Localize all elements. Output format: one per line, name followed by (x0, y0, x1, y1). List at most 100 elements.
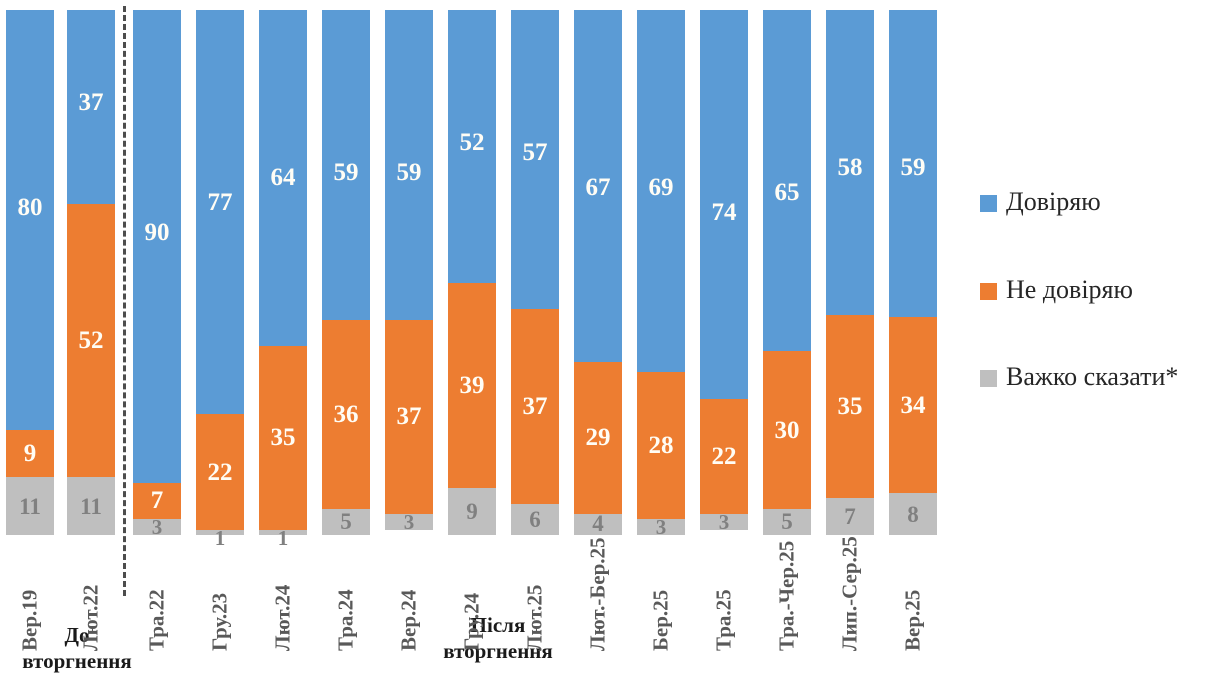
bar-value-label: 52 (78, 327, 104, 355)
legend-item-0[interactable]: Довіряю (980, 187, 1210, 217)
orange-square-icon (980, 282, 997, 300)
bar-Вер.25[interactable]: 59 34 8 (889, 10, 937, 535)
bar-value-label: 9 (23, 440, 37, 468)
bar-segment-gray: 3 (700, 512, 748, 533)
x-axis-tick-Лют.-Бер.25: Лют.-Бер.25 (574, 537, 622, 651)
bar-value-label: 59 (900, 154, 926, 181)
bar-value-label: 9 (466, 498, 478, 524)
bar-segment-blue: 74 (700, 10, 748, 399)
x-axis-tick-Вер.19: Вер.19 (6, 541, 54, 651)
bar-segment-gray: 1 (196, 527, 244, 548)
bar-Тра.24[interactable]: 59 36 5 (322, 10, 370, 535)
bar-value-label: 77 (207, 189, 233, 216)
bar-Бер.25[interactable]: 69 28 3 (637, 10, 685, 540)
x-axis-tick-Тра.25: Тра.25 (700, 541, 748, 651)
bar-segment-orange: 9 (6, 430, 54, 478)
bar-segment-orange: 22 (700, 398, 748, 514)
chart-legend: Довіряю Не довіряю Важко сказати* (980, 187, 1210, 451)
x-axis-tick-label: Бер.25 (648, 589, 673, 651)
bar-segment-blue: 80 (6, 10, 54, 430)
bar-value-label: 35 (270, 424, 296, 452)
bar-segment-gray: 4 (574, 511, 622, 536)
x-axis-tick-label: Лют.24 (270, 584, 295, 651)
bar-Тра.25[interactable]: 74 22 3 (700, 10, 748, 535)
bar-value-label: 11 (80, 493, 102, 519)
bar-value-label: 30 (774, 416, 800, 444)
bar-Тра.22[interactable]: 90 7 3 (133, 10, 181, 540)
group-caption-after-line1: Після (470, 613, 526, 637)
blue-square-icon (980, 195, 997, 212)
x-axis-tick-Тра.-Чер.25: Тра.-Чер.25 (763, 541, 811, 651)
bar-Вер.19[interactable]: 80 9 11 (6, 10, 54, 535)
x-axis-tick-label: Тра.24 (333, 589, 358, 651)
bar-Гру.23[interactable]: 77 22 1 (196, 10, 244, 548)
invasion-divider-line (123, 6, 126, 596)
bar-segment-gray: 11 (6, 477, 54, 535)
bar-value-label: 39 (459, 371, 485, 399)
bar-value-label: 28 (648, 432, 674, 460)
bar-value-label: 59 (333, 159, 359, 186)
bar-segment-blue: 77 (196, 10, 244, 415)
bar-segment-blue: 69 (637, 10, 685, 373)
x-axis-tick-label: Тра.22 (144, 589, 169, 651)
x-axis-tick-label: Вер.19 (17, 589, 42, 651)
bar-value-label: 64 (270, 164, 296, 191)
bar-value-label: 29 (585, 424, 611, 452)
x-axis-tick-Лют.25: Лют.25 (511, 541, 559, 651)
bar-segment-blue: 59 (322, 10, 370, 320)
x-axis-tick-label: Лип.-Сер.25 (837, 536, 862, 651)
legend-item-label: Не довіряю (1006, 274, 1133, 304)
bar-segment-blue: 52 (448, 10, 496, 283)
bar-segment-gray: 5 (763, 508, 811, 535)
bar-segment-blue: 64 (259, 10, 307, 346)
bar-segment-orange: 36 (322, 319, 370, 509)
bar-segment-orange: 37 (385, 319, 433, 514)
legend-item-2[interactable]: Важко сказати* (980, 363, 1210, 392)
bar-segment-gray: 11 (67, 477, 115, 535)
bar-value-label: 69 (648, 174, 674, 201)
bar-value-label: 22 (207, 458, 233, 486)
bar-segment-orange: 7 (133, 482, 181, 520)
bar-segment-gray: 8 (889, 493, 937, 535)
bar-segment-orange: 29 (574, 361, 622, 514)
bar-value-label: 37 (78, 89, 104, 116)
bar-value-label: 5 (781, 509, 793, 535)
legend-item-label: Довіряю (1006, 187, 1101, 216)
bar-segment-blue: 90 (133, 10, 181, 483)
bar-Лют.22[interactable]: 37 52 11 (67, 10, 115, 535)
bar-value-label: 3 (655, 515, 667, 540)
bar-Тра.-Чер.25[interactable]: 65 30 5 (763, 10, 811, 535)
x-axis-tick-label: Вер.25 (900, 589, 925, 651)
bar-value-label: 4 (592, 511, 604, 536)
bar-segment-orange: 22 (196, 414, 244, 530)
legend-item-1[interactable]: Не довіряю (980, 274, 1210, 305)
bar-segment-blue: 57 (511, 10, 559, 310)
bar-value-label: 3 (403, 510, 415, 534)
bar-value-label: 57 (522, 139, 548, 166)
bar-value-label: 22 (711, 442, 737, 470)
x-axis-tick-label: Тра.25 (711, 589, 736, 651)
group-caption-after-line2: вторгнення (443, 639, 553, 664)
bar-segment-blue: 65 (763, 10, 811, 352)
bar-Лют.25[interactable]: 57 37 6 (511, 10, 559, 535)
bar-Лют.-Бер.25[interactable]: 67 29 4 (574, 10, 622, 535)
x-axis-tick-Бер.25: Бер.25 (637, 541, 685, 651)
bar-value-label: 3 (151, 515, 163, 540)
bar-segment-gray: 3 (133, 515, 181, 540)
x-axis-tick-Гру.23: Гру.23 (196, 541, 244, 651)
bar-Лип.-Сер.25[interactable]: 58 35 7 (826, 10, 874, 535)
bar-segment-gray: 5 (322, 508, 370, 535)
bar-segment-gray: 3 (385, 510, 433, 534)
bar-segment-gray: 3 (637, 515, 685, 540)
bar-value-label: 34 (900, 391, 926, 419)
x-axis-tick-Вер.24: Вер.24 (385, 541, 433, 651)
bar-segment-orange: 35 (259, 346, 307, 530)
bar-Вер.24[interactable]: 59 37 3 (385, 10, 433, 535)
bar-value-label: 37 (396, 403, 422, 431)
x-axis-tick-Лют.24: Лют.24 (259, 541, 307, 651)
bar-Гру.24[interactable]: 52 39 9 (448, 10, 496, 535)
group-caption-before-line1: До (64, 623, 90, 647)
x-axis-tick-label: Лют.22 (78, 584, 103, 651)
bar-Лют.24[interactable]: 64 35 1 (259, 10, 307, 548)
